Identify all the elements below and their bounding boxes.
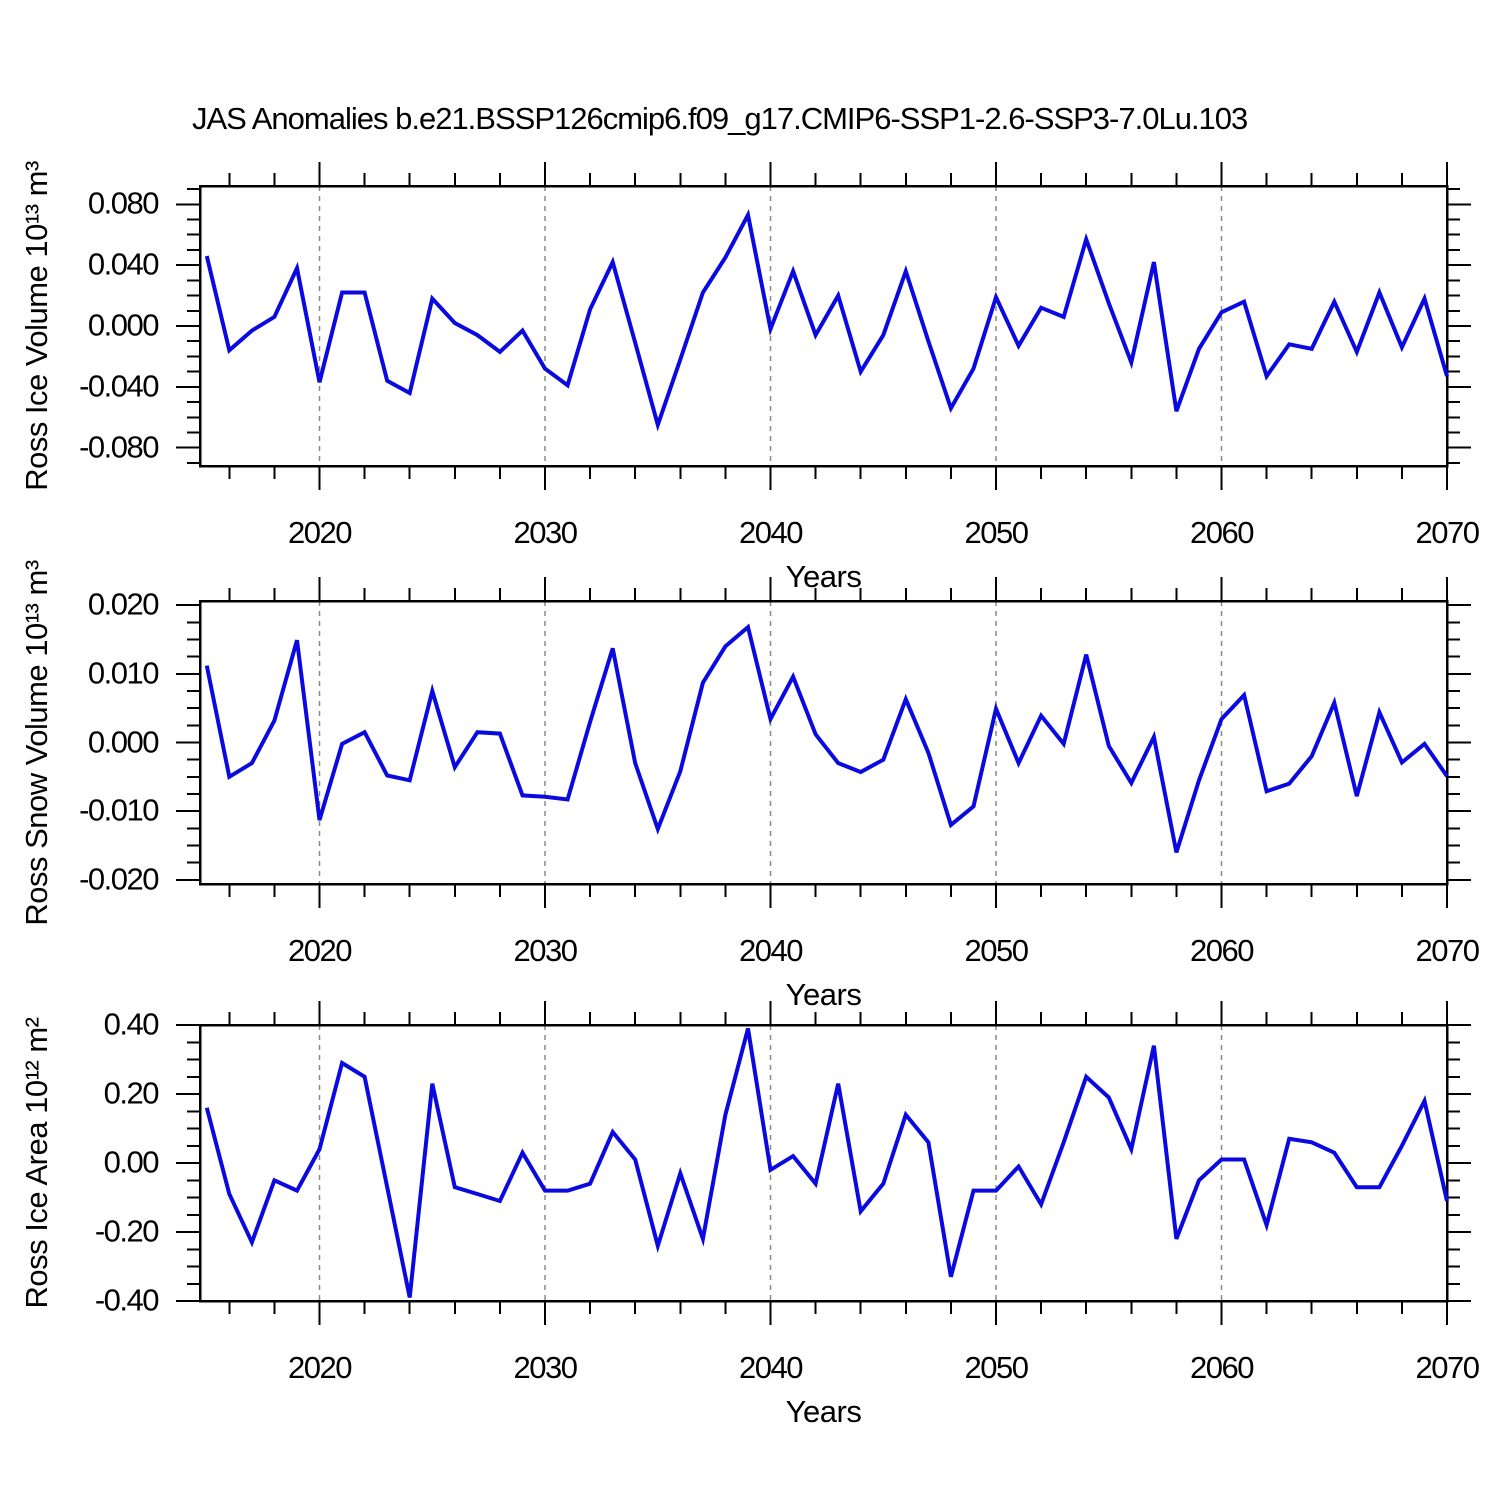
y-tick-label: -0.40	[94, 1282, 160, 1318]
plot-frame	[198, 1023, 1449, 1303]
y-axis-title: Ross Ice Volume 10¹³ m³	[19, 161, 54, 491]
y-tick-label: 0.40	[103, 1006, 160, 1042]
x-tick-label: 2030	[513, 1350, 578, 1385]
y-tick-label: 0.080	[87, 185, 160, 221]
x-tick-label: 2060	[1190, 1350, 1254, 1385]
x-tick-label: 2050	[964, 515, 1029, 550]
x-tick-label: 2060	[1190, 515, 1254, 550]
x-tick-label: 2070	[1415, 515, 1480, 550]
x-tick-label: 2070	[1415, 933, 1480, 968]
y-tick-label: -0.20	[94, 1213, 160, 1249]
x-tick-label: 2060	[1190, 933, 1254, 968]
x-tick-label: 2030	[513, 933, 578, 968]
x-axis-title: Years	[785, 559, 862, 594]
y-tick-label: 0.20	[103, 1075, 160, 1111]
x-axis-title: Years	[785, 977, 862, 1012]
x-tick-label: 2020	[288, 933, 352, 968]
y-tick-label: 0.000	[87, 723, 160, 759]
x-tick-label: 2040	[739, 933, 803, 968]
y-tick-label: 0.040	[87, 246, 160, 282]
x-tick-label: 2050	[964, 1350, 1029, 1385]
x-tick-label: 2070	[1415, 1350, 1480, 1385]
y-axis-title: Ross Snow Volume 10¹³ m³	[19, 559, 54, 926]
y-tick-label: -0.010	[79, 792, 159, 828]
y-tick-label: -0.020	[79, 861, 159, 897]
figure-title: JAS Anomalies b.e21.BSSP126cmip6.f09_g17…	[192, 101, 1248, 136]
y-tick-label: -0.040	[79, 368, 159, 404]
y-tick-label: 0.000	[87, 307, 160, 343]
y-axis-title: Ross Ice Area 10¹² m²	[19, 1017, 54, 1309]
y-tick-label: 0.00	[103, 1144, 160, 1180]
x-tick-label: 2030	[513, 515, 578, 550]
y-tick-label: 0.010	[87, 655, 160, 691]
plot-frame	[198, 599, 1449, 886]
x-tick-label: 2020	[288, 1350, 352, 1385]
x-tick-label: 2020	[288, 515, 352, 550]
x-tick-label: 2040	[739, 515, 803, 550]
series-line	[204, 1027, 1449, 1298]
series-line	[204, 623, 1449, 853]
y-tick-label: 0.020	[87, 586, 160, 622]
x-tick-label: 2040	[739, 1350, 803, 1385]
y-tick-label: -0.080	[79, 429, 159, 465]
x-tick-label: 2050	[964, 933, 1029, 968]
plot-frame	[198, 184, 1449, 468]
series-line	[204, 208, 1449, 432]
x-axis-title: Years	[785, 1394, 862, 1429]
